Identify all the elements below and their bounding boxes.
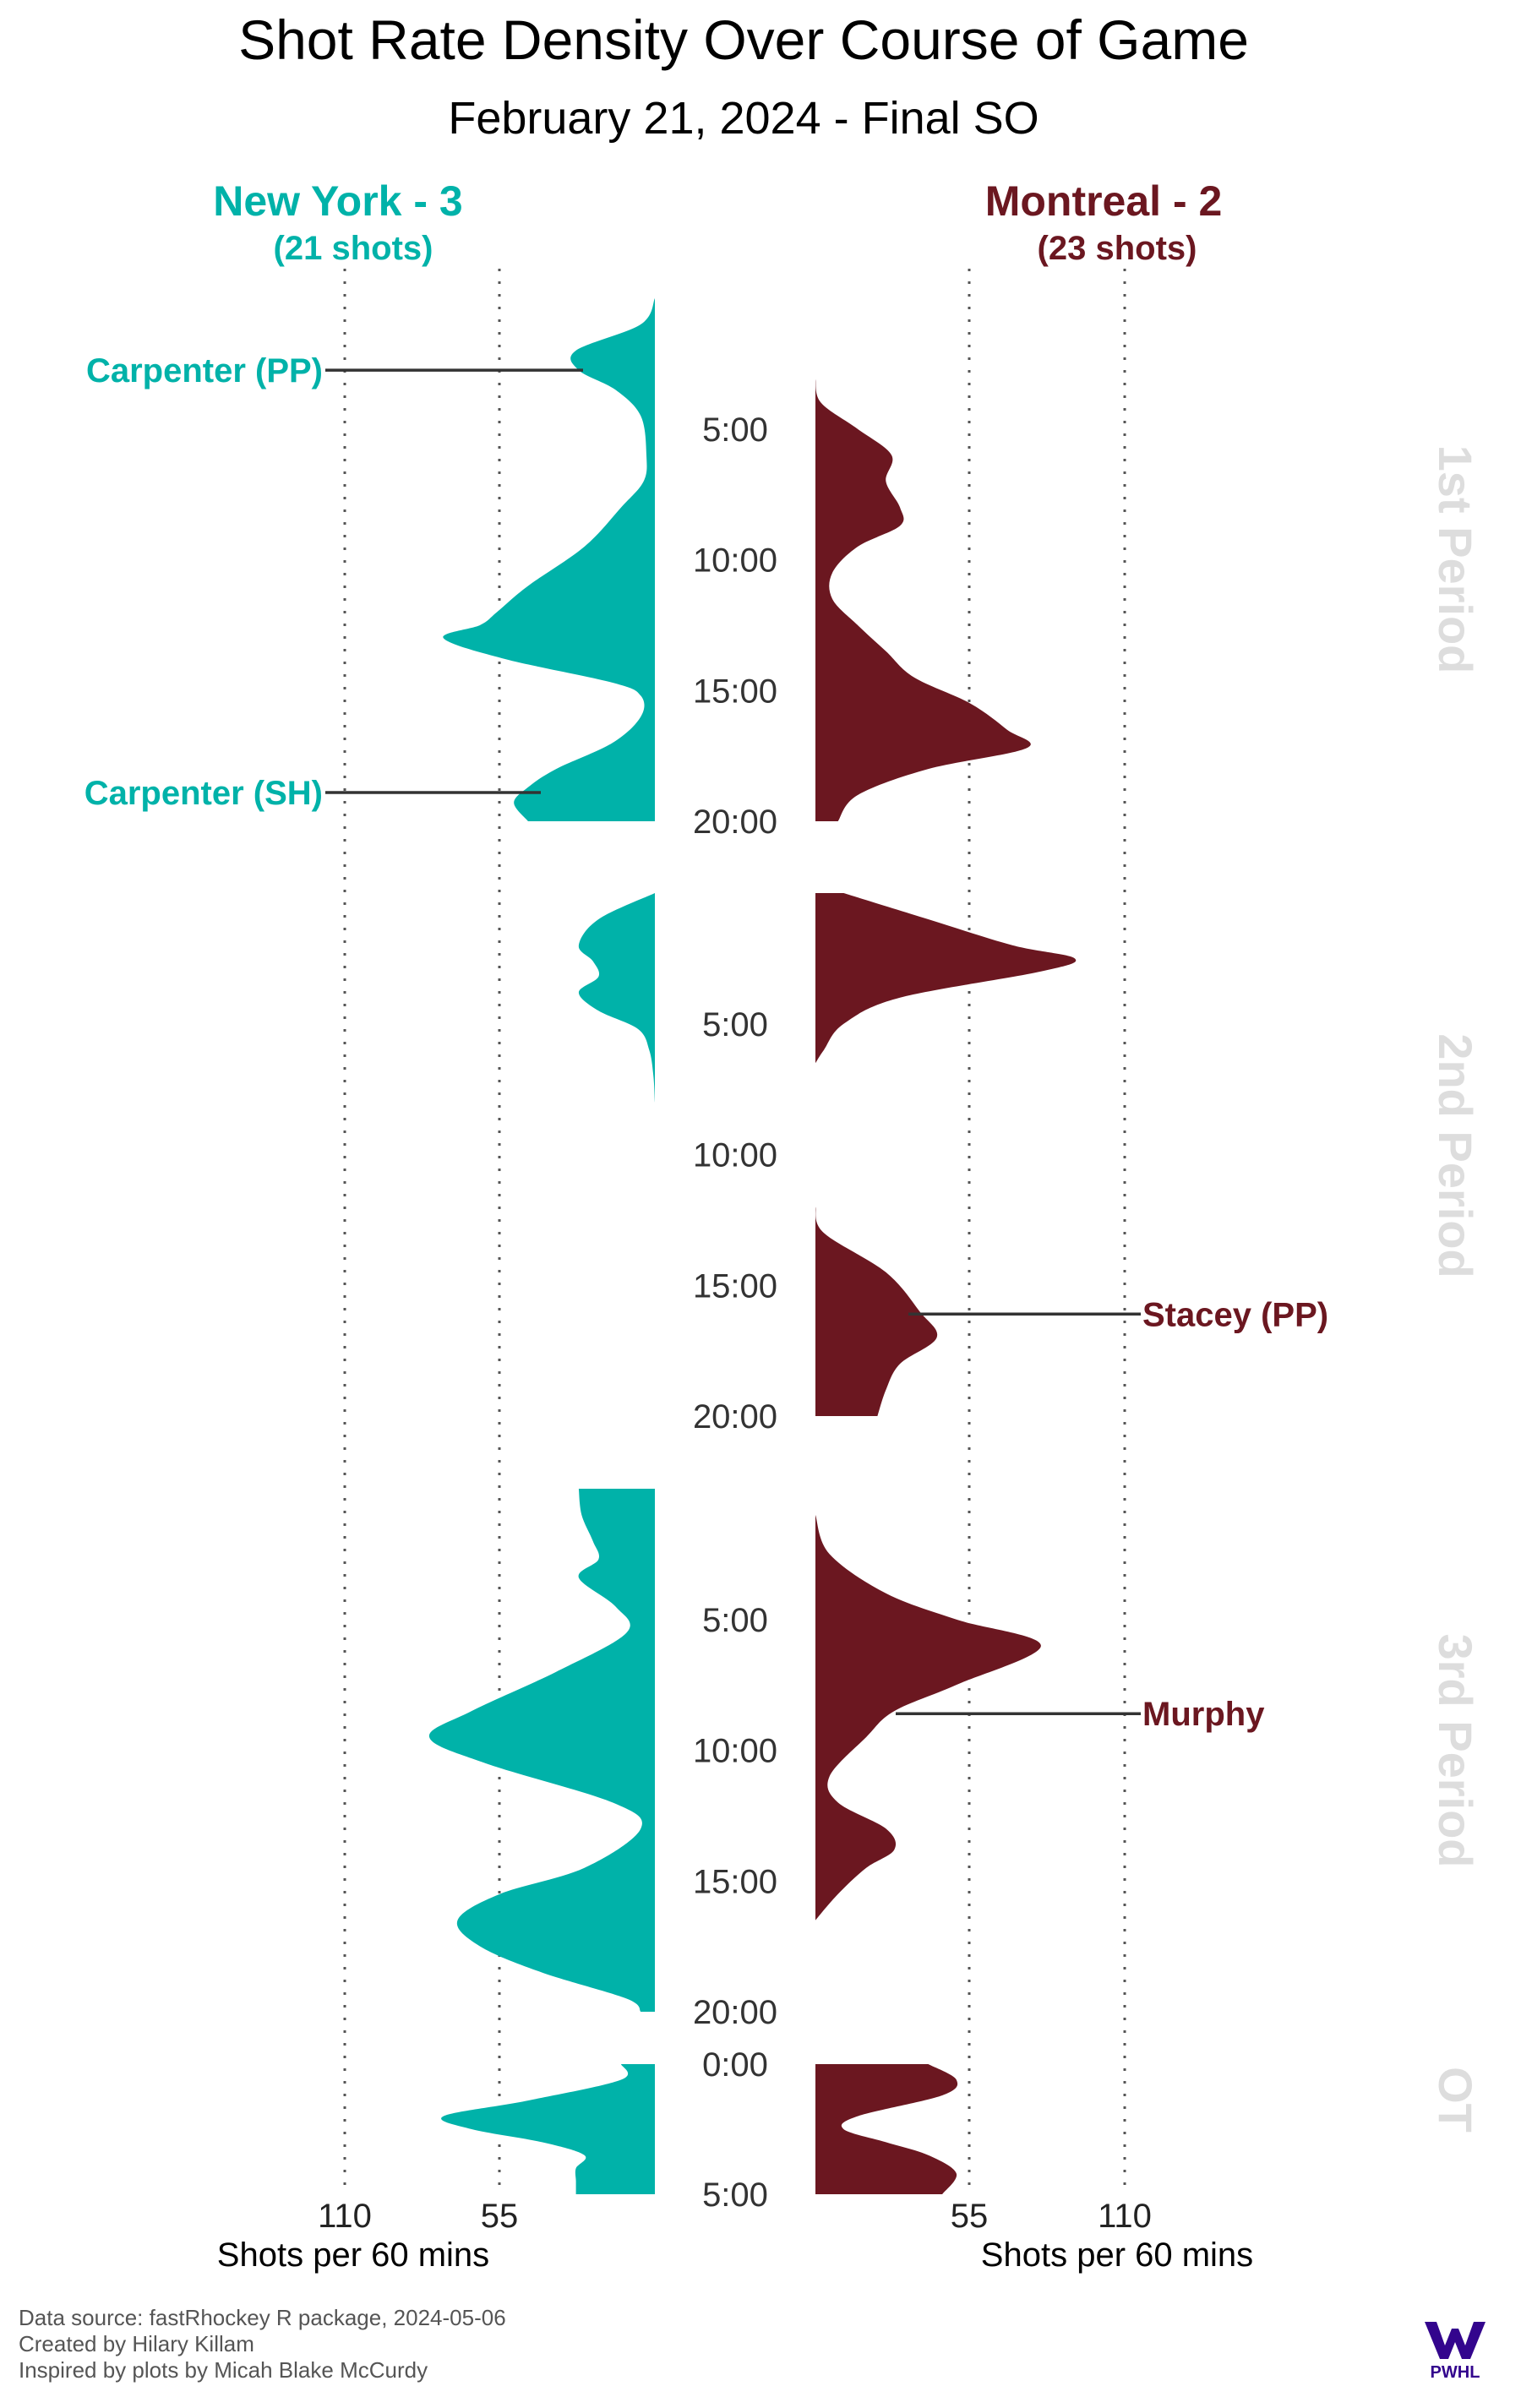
- time-tick-labels: 5:00 10:00 15:00 20:00 5:00 10:00 15:00 20:00 5:…: [693, 411, 777, 2214]
- time-tick-label: 5:00: [702, 411, 768, 449]
- away-density-area-3-4: [815, 2064, 958, 2194]
- footer-data-source: Data source: fastRhockey R package, 2024…: [19, 2305, 506, 2330]
- time-tick-label: 5:00: [702, 2176, 768, 2214]
- goal-label: Murphy: [1142, 1696, 1265, 1733]
- away-density-area-1-2: [815, 1207, 938, 1416]
- time-tick-label: 5:00: [702, 1006, 768, 1043]
- time-tick-label: 10:00: [693, 1733, 777, 1770]
- time-tick-label: 15:00: [693, 673, 777, 710]
- home-tick-110: 110: [318, 2198, 372, 2235]
- away-tick-110: 110: [1098, 2198, 1152, 2235]
- time-tick-label: 20:00: [693, 1398, 777, 1436]
- time-tick-label: 15:00: [693, 1863, 777, 1900]
- home-density-area-2-2: [428, 1489, 655, 2012]
- period-label: 2nd Period: [1429, 1033, 1482, 1278]
- home-density-area-0-0: [443, 298, 655, 821]
- away-team-shots: (23 shots): [1038, 230, 1197, 267]
- home-team-shots: (21 shots): [274, 230, 433, 267]
- pwhl-logo-mark: [1425, 2322, 1486, 2359]
- pwhl-logo-text: PWHL: [1431, 2363, 1480, 2382]
- goal-label: Carpenter (PP): [86, 352, 323, 390]
- goal-label: Carpenter (SH): [84, 775, 323, 812]
- pwhl-logo: PWHL: [1425, 2322, 1486, 2382]
- away-density-area-0-0: [815, 379, 1031, 821]
- away-density-area-1-1: [815, 893, 1077, 1064]
- chart-subtitle: February 21, 2024 - Final SO: [448, 93, 1039, 144]
- away-tick-55: 55: [951, 2198, 989, 2235]
- goal-label: Stacey (PP): [1142, 1296, 1328, 1333]
- home-tick-55: 55: [481, 2198, 519, 2235]
- time-tick-label: 15:00: [693, 1267, 777, 1305]
- period-labels: 1st Period 2nd Period 3rd Period OT: [1429, 445, 1482, 2133]
- time-tick-label: 10:00: [693, 1137, 777, 1174]
- time-tick-label: 20:00: [693, 1994, 777, 2031]
- footer-inspired-by: Inspired by plots by Micah Blake McCurdy: [19, 2357, 428, 2383]
- time-tick-label: 10:00: [693, 542, 777, 580]
- time-tick-label: 0:00: [702, 2046, 768, 2084]
- time-tick-label: 20:00: [693, 804, 777, 841]
- footer-created-by: Created by Hilary Killam: [19, 2331, 254, 2356]
- away-x-axis-title: Shots per 60 mins: [981, 2236, 1253, 2274]
- time-tick-label: 5:00: [702, 1602, 768, 1639]
- goal-annotations: Carpenter (PP) Carpenter (SH) Stacey (PP) M…: [84, 352, 1328, 1733]
- period-label: 1st Period: [1429, 445, 1482, 674]
- home-x-axis-title: Shots per 60 mins: [217, 2236, 489, 2274]
- away-team-label: Montreal - 2: [985, 177, 1223, 225]
- chart-title: Shot Rate Density Over Course of Game: [238, 8, 1249, 71]
- period-label: OT: [1429, 2067, 1482, 2133]
- away-density-area-2-3: [815, 1515, 1041, 1920]
- density-areas: [428, 298, 1077, 2194]
- home-density-area-3-3: [441, 2064, 655, 2194]
- home-team-label: New York - 3: [213, 177, 462, 225]
- home-density-area-1-1: [578, 893, 655, 1103]
- period-label: 3rd Period: [1429, 1634, 1482, 1868]
